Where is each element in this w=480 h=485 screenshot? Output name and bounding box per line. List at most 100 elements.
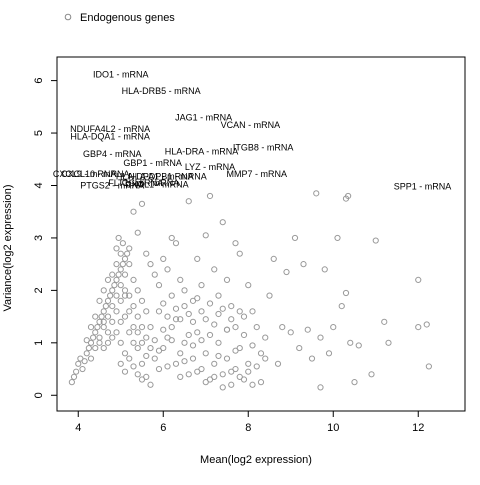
data-point	[117, 339, 124, 346]
y-axis: 0 1 2 3 4 5 6	[33, 78, 58, 398]
data-point	[121, 313, 129, 320]
data-point	[345, 192, 352, 200]
data-point	[115, 271, 122, 278]
data-point	[104, 297, 112, 304]
data-point	[113, 308, 120, 315]
data-point	[368, 371, 375, 378]
data-point	[189, 318, 197, 325]
data-point	[98, 313, 105, 320]
data-point	[283, 268, 290, 276]
data-point	[100, 308, 107, 315]
data-point	[202, 379, 209, 386]
data-point	[347, 339, 354, 346]
data-point	[215, 352, 222, 360]
data-point	[124, 250, 131, 257]
gene-label: GBP4 - mRNA	[83, 149, 142, 159]
data-point	[219, 219, 226, 226]
data-point	[126, 355, 133, 362]
data-point	[119, 261, 126, 268]
data-point	[172, 316, 180, 323]
data-point	[130, 208, 137, 215]
data-point	[83, 350, 90, 357]
data-point	[228, 381, 235, 388]
data-point	[113, 245, 120, 252]
data-point	[232, 323, 239, 331]
gene-label: GBP1 - mRNA	[123, 158, 182, 168]
data-point	[126, 329, 133, 336]
data-point	[266, 292, 273, 299]
data-point	[215, 339, 222, 346]
data-point	[119, 240, 126, 247]
data-point	[262, 334, 269, 341]
data-point	[425, 363, 432, 370]
data-point	[138, 339, 146, 346]
gene-label: HLA-DRA - mRNA	[165, 146, 239, 156]
data-point	[164, 266, 171, 273]
data-point	[228, 368, 235, 375]
data-point	[198, 337, 205, 344]
data-point	[117, 360, 124, 367]
data-point	[291, 234, 299, 242]
data-point	[121, 292, 129, 299]
data-point	[68, 379, 75, 386]
data-point	[87, 323, 95, 331]
data-point	[104, 329, 112, 336]
data-point	[117, 266, 124, 273]
x-axis-title: Mean(log2 expression)	[200, 454, 312, 466]
y-axis-title: Variance(log2 expression)	[2, 185, 14, 312]
data-point	[113, 261, 120, 268]
data-point	[117, 282, 124, 289]
data-point	[202, 350, 209, 357]
data-point	[334, 234, 341, 242]
data-point	[249, 381, 256, 388]
legend: Endogenous genes	[64, 12, 175, 24]
data-point	[325, 350, 333, 357]
data-point	[194, 368, 201, 375]
data-point	[90, 334, 97, 341]
data-point	[185, 310, 192, 318]
x-tick-label: 12	[412, 422, 424, 434]
data-point	[81, 358, 88, 365]
data-point	[249, 342, 256, 349]
data-point	[189, 342, 197, 349]
data-point	[117, 297, 124, 304]
gene-label: MMP7 - mRNA	[227, 169, 288, 179]
data-point	[96, 339, 103, 346]
data-point	[143, 250, 150, 257]
data-point	[300, 261, 307, 268]
data-point	[215, 292, 222, 299]
data-point	[198, 308, 205, 315]
data-point	[130, 323, 137, 331]
data-point	[151, 337, 158, 344]
data-point	[181, 287, 188, 294]
data-point	[415, 276, 422, 283]
data-point	[113, 292, 120, 299]
data-point	[113, 276, 120, 283]
gene-label: CCL5 - mRNA	[122, 178, 180, 188]
data-point	[338, 303, 345, 310]
data-point	[287, 329, 294, 336]
data-point	[147, 261, 154, 268]
data-point	[164, 363, 171, 370]
data-point	[198, 282, 205, 289]
data-point	[355, 342, 362, 349]
x-tick-label: 6	[160, 422, 166, 434]
plot-frame	[56, 56, 466, 412]
data-point	[96, 334, 103, 341]
data-point	[75, 360, 82, 367]
y-tick-label: 2	[33, 287, 45, 293]
data-point	[134, 229, 141, 236]
data-point	[202, 232, 209, 239]
gene-label: SPP1 - mRNA	[394, 182, 452, 192]
data-point	[83, 337, 90, 344]
data-point	[168, 323, 175, 331]
gene-label: PTGS2 - mRNA	[80, 180, 144, 190]
data-point	[155, 347, 163, 354]
gene-label: NDUFA4L2 - mRNA	[70, 124, 150, 134]
y-tick-label: 4	[33, 182, 45, 188]
data-point	[245, 368, 252, 375]
data-point	[351, 379, 358, 386]
data-point	[102, 303, 109, 310]
data-point	[168, 337, 175, 344]
data-point	[194, 329, 201, 336]
